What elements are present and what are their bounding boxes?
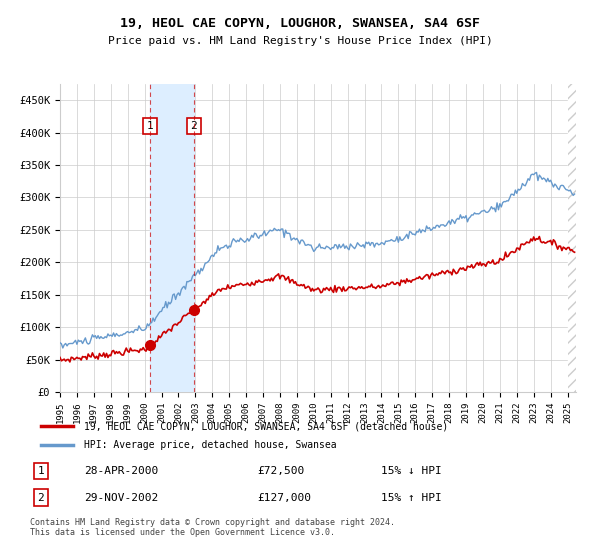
Text: Contains HM Land Registry data © Crown copyright and database right 2024.
This d: Contains HM Land Registry data © Crown c… (30, 518, 395, 538)
Text: 1: 1 (37, 466, 44, 476)
Bar (150, 84, 194, 392)
Text: HPI: Average price, detached house, Swansea: HPI: Average price, detached house, Swan… (84, 440, 337, 450)
Text: Price paid vs. HM Land Registry's House Price Index (HPI): Price paid vs. HM Land Registry's House … (107, 36, 493, 46)
Text: 2: 2 (190, 121, 197, 131)
Text: 1: 1 (146, 121, 154, 131)
Text: 29-NOV-2002: 29-NOV-2002 (84, 492, 158, 502)
Text: 2: 2 (37, 492, 44, 502)
Text: 19, HEOL CAE COPYN, LOUGHOR, SWANSEA, SA4 6SF: 19, HEOL CAE COPYN, LOUGHOR, SWANSEA, SA… (120, 17, 480, 30)
Text: 19, HEOL CAE COPYN, LOUGHOR, SWANSEA, SA4 6SF (detached house): 19, HEOL CAE COPYN, LOUGHOR, SWANSEA, SA… (84, 421, 448, 431)
Bar (568, 84, 576, 392)
Text: 28-APR-2000: 28-APR-2000 (84, 466, 158, 476)
Text: £72,500: £72,500 (257, 466, 304, 476)
Text: 15% ↑ HPI: 15% ↑ HPI (381, 492, 442, 502)
Text: £127,000: £127,000 (257, 492, 311, 502)
Text: 15% ↓ HPI: 15% ↓ HPI (381, 466, 442, 476)
